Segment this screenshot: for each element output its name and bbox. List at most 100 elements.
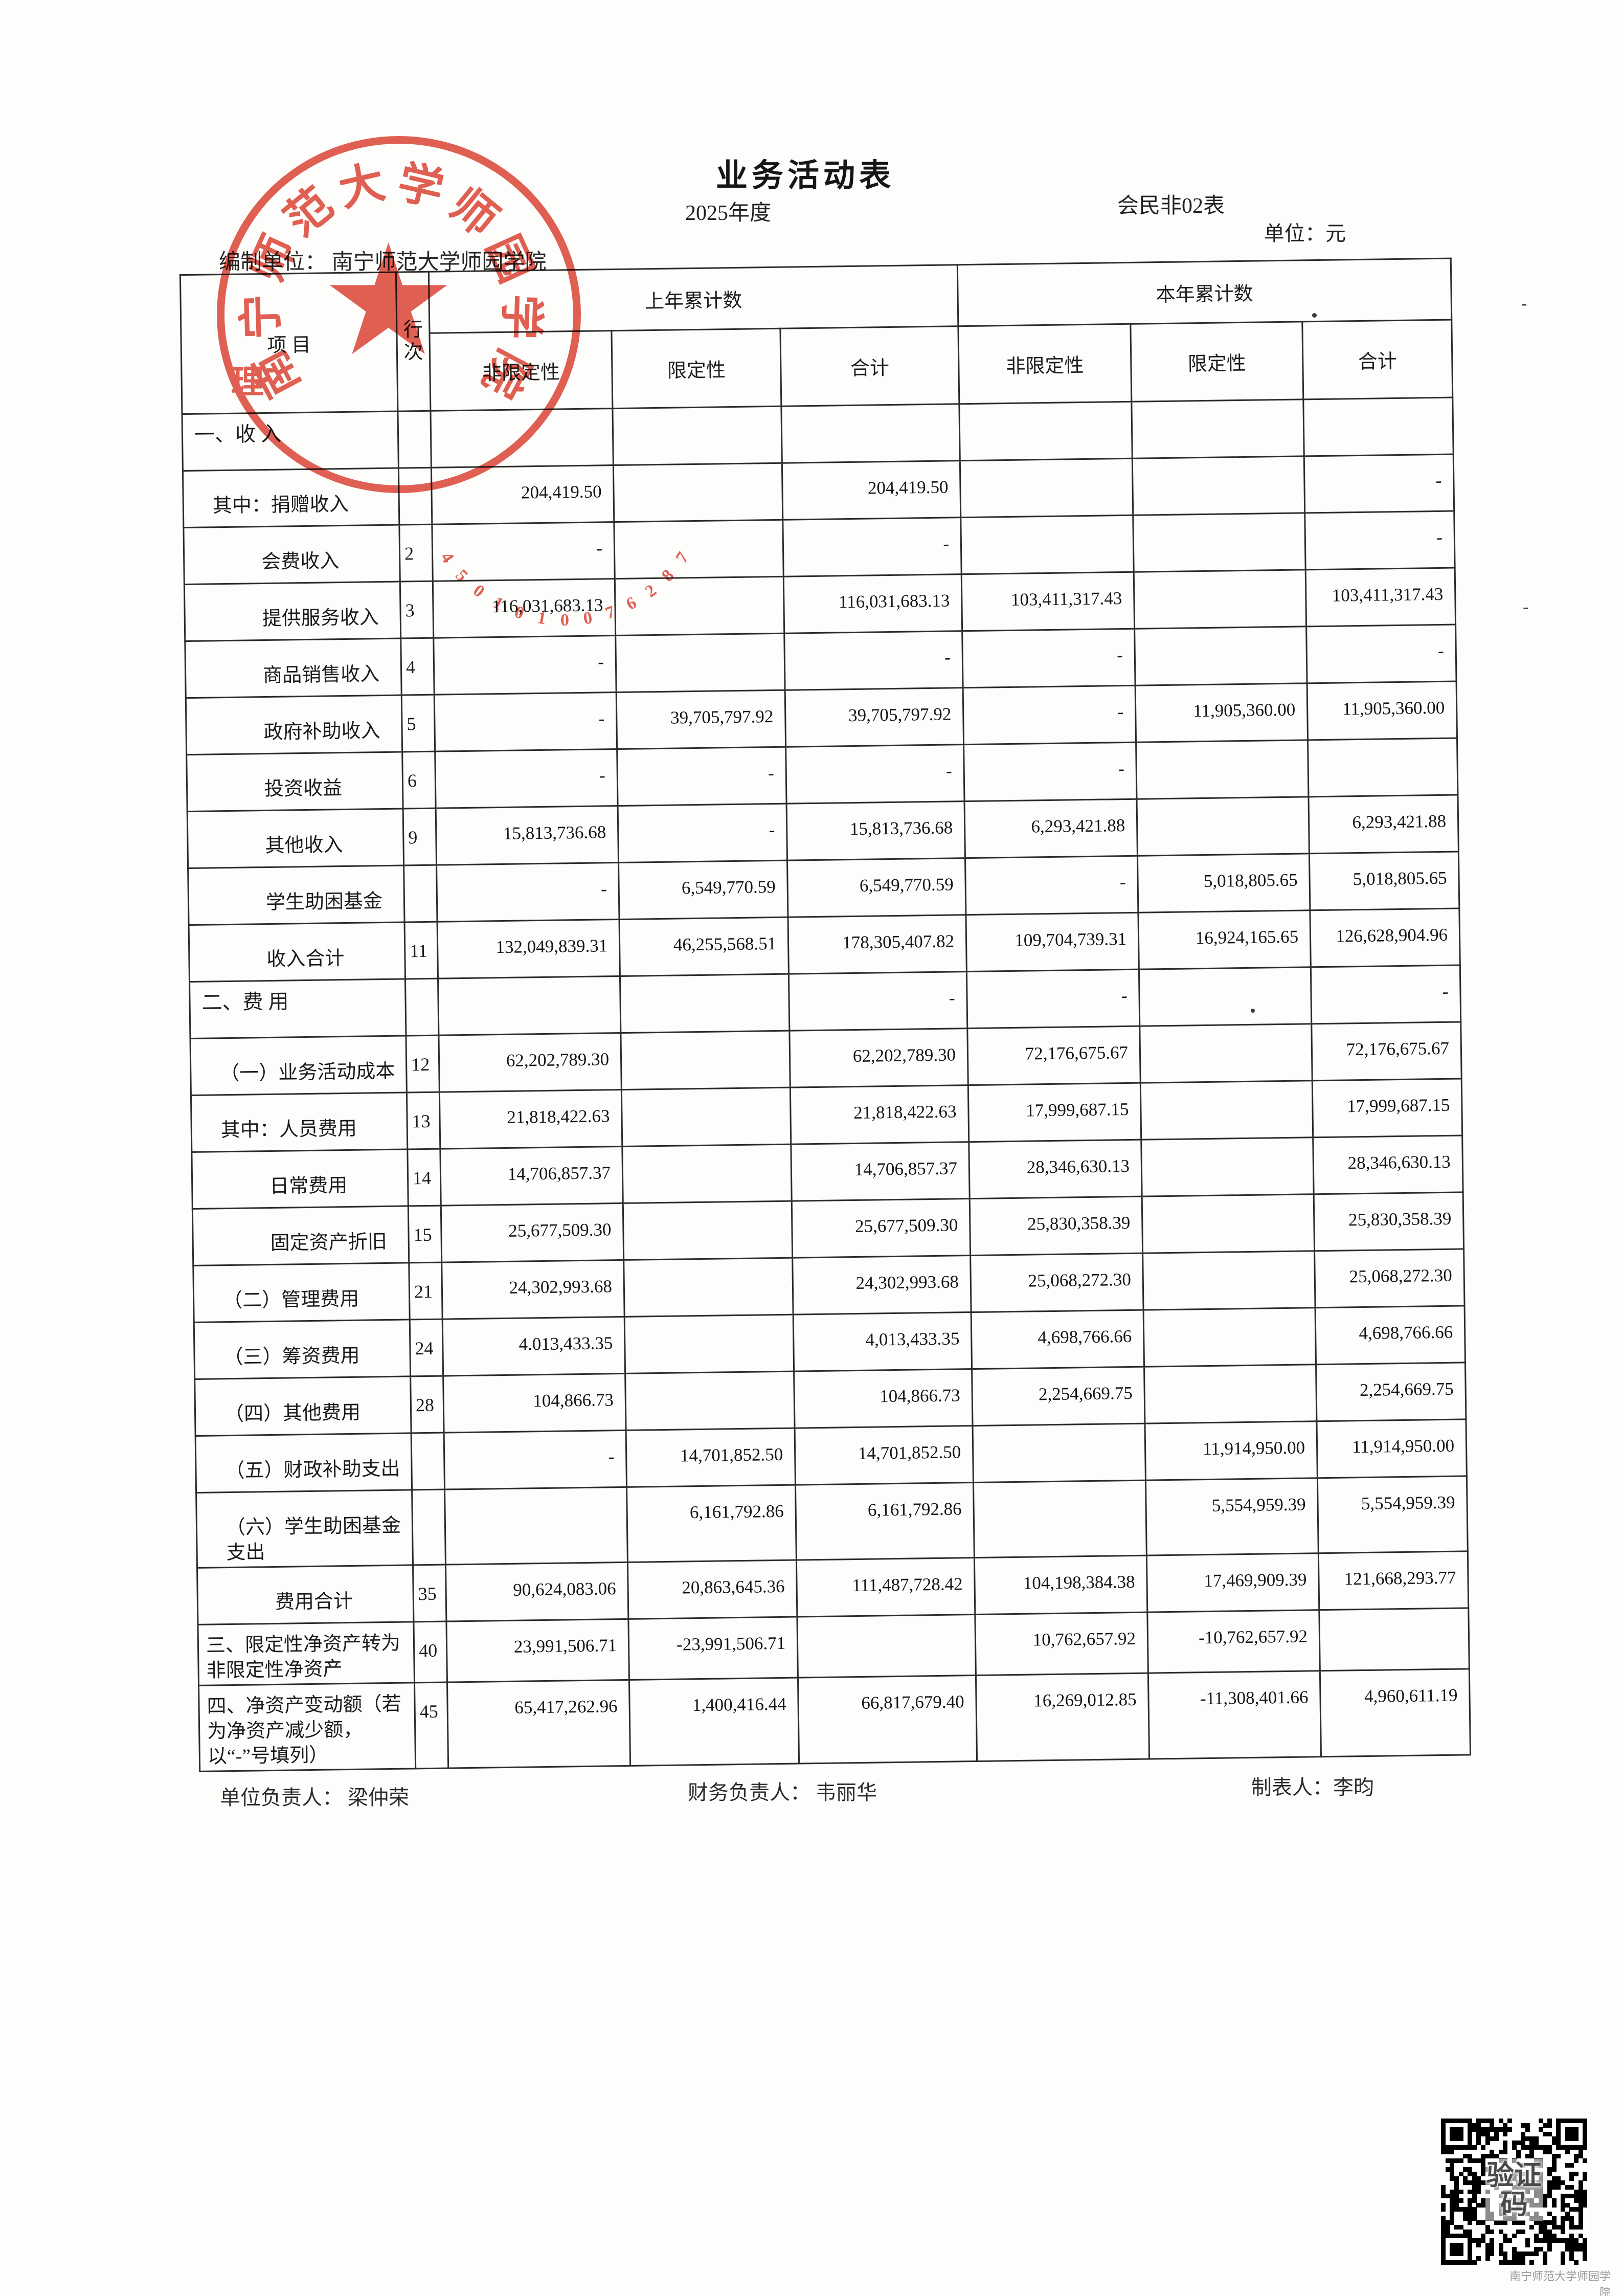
row-value	[973, 1480, 1147, 1558]
row-value	[1136, 740, 1309, 799]
scan-stray-dash: -	[1523, 597, 1529, 616]
row-value: 109,704,739.31	[965, 912, 1139, 972]
row-line-no: 13	[407, 1092, 440, 1149]
row-value: 72,176,675.67	[1311, 1021, 1462, 1081]
row-value: 39,705,797.92	[616, 690, 786, 749]
row-label: 其中：人员费用	[191, 1092, 408, 1152]
seal-arc-char: 学	[393, 155, 448, 216]
row-label: 政府补助收入	[186, 695, 402, 755]
finance-head-signature: 财务负责人： 韦丽华	[688, 1781, 877, 1804]
row-value: 132,049,839.31	[437, 919, 620, 979]
row-value: 23,991,506.71	[446, 1619, 629, 1682]
header-curr-unrestricted: 非限定性	[958, 324, 1132, 404]
row-label: （二）管理费用	[193, 1262, 410, 1323]
row-line-no: 21	[409, 1262, 443, 1320]
header-curr-restricted: 限定性	[1130, 321, 1303, 402]
row-line-no: 3	[400, 581, 434, 639]
row-line-no: 45	[414, 1682, 448, 1769]
row-label: 日常费用	[191, 1149, 409, 1209]
row-value: -	[963, 685, 1136, 745]
row-label: 其他收入	[187, 809, 404, 868]
row-value	[1319, 1608, 1470, 1671]
form-code: 会民非02表	[1117, 194, 1225, 218]
row-value: 25,068,272.30	[970, 1253, 1144, 1312]
row-value: -	[617, 747, 787, 806]
fiscal-period: 2025年度	[685, 202, 772, 225]
row-value: -	[444, 1430, 627, 1490]
row-label: （四）其他费用	[194, 1376, 412, 1436]
seal-arc-char: 师	[440, 178, 508, 246]
row-value	[1134, 626, 1308, 686]
row-value: -	[965, 856, 1138, 915]
row-value: 24,302,993.68	[792, 1255, 972, 1315]
row-value: -	[785, 744, 965, 804]
row-value	[1303, 397, 1454, 456]
row-value: 103,411,317.43	[961, 572, 1135, 631]
row-value: 28,346,630.13	[968, 1140, 1142, 1199]
row-value: -23,991,506.71	[628, 1616, 798, 1680]
row-label: （三）筹资费用	[194, 1319, 411, 1379]
row-label: 三、限定性净资产转为非限定性净资产	[197, 1621, 415, 1685]
row-value: 121,668,293.77	[1318, 1551, 1469, 1610]
row-value	[615, 576, 784, 636]
row-label: 四、净资产变动额（若为净资产减少额，以“-”号填列）	[198, 1682, 416, 1772]
row-value: 17,469,909.39	[1146, 1553, 1319, 1612]
row-label: 一、收 入	[182, 411, 399, 471]
prepared-by: 编制单位： 南宁师范大学师园学院	[219, 251, 547, 274]
row-value	[1140, 1080, 1313, 1140]
row-value: 104,866.73	[794, 1369, 973, 1429]
row-value: 15,813,736.68	[786, 801, 965, 861]
row-value: -	[436, 862, 620, 922]
row-value: 17,999,687.15	[1312, 1078, 1462, 1138]
row-value: 72,176,675.67	[967, 1026, 1141, 1085]
row-value: 6,549,770.59	[787, 858, 966, 918]
page-title: 业务活动表	[716, 158, 895, 193]
header-prev-year-group: 上年累计数	[429, 264, 958, 333]
row-value: 20,863,645.36	[627, 1559, 797, 1619]
row-value	[1144, 1364, 1317, 1424]
row-value: 5,018,805.65	[1137, 853, 1310, 913]
row-value: 21,818,422.63	[439, 1089, 622, 1149]
row-value	[1134, 569, 1306, 629]
row-value	[960, 458, 1133, 518]
row-value	[1141, 1137, 1314, 1197]
row-value: -10,762,657.92	[1147, 1610, 1320, 1673]
row-line-no: 2	[399, 524, 433, 582]
row-value: -	[788, 971, 967, 1031]
table-row: 四、净资产变动额（若为净资产减少额，以“-”号填列） 45 65,417,262.9…	[198, 1668, 1471, 1772]
row-value	[623, 1201, 793, 1260]
row-line-no	[411, 1433, 445, 1490]
row-label: 固定资产折旧	[192, 1206, 409, 1266]
row-value	[430, 408, 614, 468]
row-value: 104,866.73	[443, 1373, 626, 1433]
row-label: 提供服务收入	[184, 582, 401, 641]
row-value: 126,628,904.96	[1310, 908, 1460, 967]
row-label: 其中：捐赠收入	[183, 468, 399, 528]
row-value: 14,706,857.37	[440, 1146, 623, 1206]
row-value	[621, 1087, 791, 1147]
row-value: 5,554,959.39	[1145, 1478, 1319, 1555]
row-value	[1133, 512, 1306, 572]
row-label: （六）学生助困基金 支出	[196, 1489, 413, 1568]
row-value: 103,411,317.43	[1305, 568, 1456, 627]
scan-speck	[1251, 1009, 1255, 1013]
row-value: 6,293,421.88	[964, 799, 1138, 858]
header-prev-total: 合计	[780, 326, 959, 407]
row-value: 21,818,422.63	[790, 1085, 969, 1145]
row-value: 14,701,852.50	[795, 1425, 974, 1485]
row-line-no: 14	[407, 1149, 441, 1206]
row-value	[1308, 738, 1458, 797]
row-value: 204,419.50	[431, 465, 614, 525]
row-line-no: 15	[408, 1206, 442, 1263]
statement-table-wrapper: 项 目 行次 上年累计数 本年累计数 非限定性 限定性 合计 非限定性 限定性 …	[179, 258, 1471, 1772]
qr-overlay-line2: 码	[1500, 2189, 1528, 2220]
row-value: 104,198,384.38	[974, 1555, 1147, 1615]
row-value: 4,698,766.66	[971, 1310, 1144, 1369]
row-value: -	[1311, 965, 1461, 1024]
currency-unit: 单位：元	[1264, 222, 1346, 245]
row-value: 4,013,433.35	[793, 1312, 972, 1372]
row-line-no	[398, 467, 432, 525]
row-value: 116,031,683.13	[433, 578, 616, 638]
row-value: -	[433, 635, 617, 695]
